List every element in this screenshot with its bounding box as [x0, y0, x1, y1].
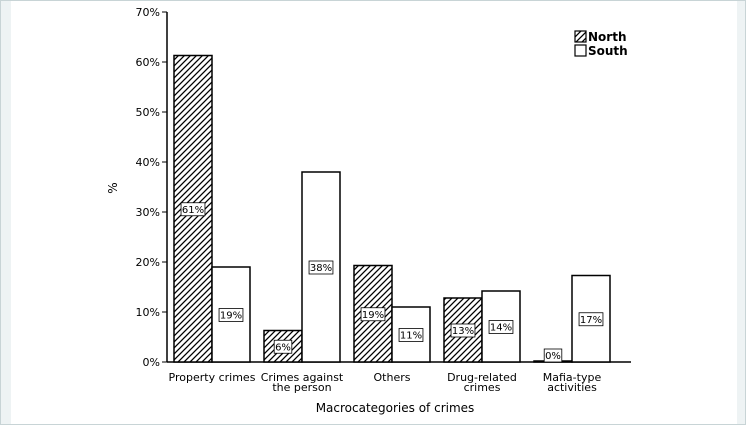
bar-south: [481, 290, 521, 363]
y-tick-label: 50%: [136, 106, 160, 119]
data-label-box: [450, 323, 476, 338]
data-label-box: [398, 328, 424, 342]
legend-label-north: North: [588, 30, 626, 44]
data-label-box: [543, 348, 563, 363]
data-label: 13%: [452, 326, 474, 337]
data-label: 61%: [182, 205, 204, 216]
y-tick-label: 60%: [136, 56, 160, 69]
legend-label-south: South: [588, 44, 628, 58]
bar-chart: 0% 10% 20% 30% 40% 50% 60% 70%% Macrocategories …: [106, 6, 631, 415]
x-category-label: Others: [374, 371, 411, 384]
x-category-label: the person: [272, 381, 331, 394]
x-category-label: Crimes against: [261, 371, 344, 384]
data-label: 19%: [362, 310, 384, 321]
data-label: 19%: [220, 311, 242, 322]
data-label-box: [308, 260, 334, 275]
y-tick-label: 40%: [136, 156, 160, 169]
data-label-box: [273, 339, 293, 354]
x-category-label: activities: [547, 381, 597, 394]
legend-swatch-south: [574, 44, 587, 57]
data-label-box: [180, 202, 206, 217]
bars: [173, 54, 611, 363]
legend-swatch-north: [574, 30, 587, 43]
x-category-label: crimes: [464, 381, 501, 394]
data-label: 17%: [580, 315, 602, 326]
data-label-box: [218, 308, 244, 322]
y-tick-label: 0%: [143, 356, 160, 369]
data-label-box: [360, 307, 386, 322]
bar-north: [263, 329, 303, 363]
data-label-box: [488, 320, 514, 334]
data-label: 0%: [545, 351, 561, 362]
chart-panel: 0% 10% 20% 30% 40% 50% 60% 70%% Macrocategories …: [11, 1, 737, 424]
x-category-label: Drug-related: [447, 371, 517, 384]
x-category-label: Property crimes: [169, 371, 256, 384]
axes: 0% 10% 20% 30% 40% 50% 60% 70%% Macrocategories …: [106, 6, 631, 415]
y-tick-label: 20%: [136, 256, 160, 269]
y-tick-label: 30%: [136, 206, 160, 219]
x-axis-title: Macrocategories of crimes: [316, 401, 475, 415]
x-category-label: Mafia-type: [543, 371, 602, 384]
data-label-box: [578, 312, 604, 327]
data-label: 11%: [400, 331, 422, 342]
y-tick-label: 10%: [136, 306, 160, 319]
data-label: 14%: [490, 323, 512, 334]
y-axis-title: %: [106, 182, 120, 193]
y-tick-label: 70%: [136, 6, 160, 19]
data-label: 38%: [310, 263, 332, 274]
data-labels: 61% 19% 6% 38% 19% 11% 13% 14% 0% 17%: [180, 202, 604, 363]
data-label: 6%: [275, 342, 291, 353]
